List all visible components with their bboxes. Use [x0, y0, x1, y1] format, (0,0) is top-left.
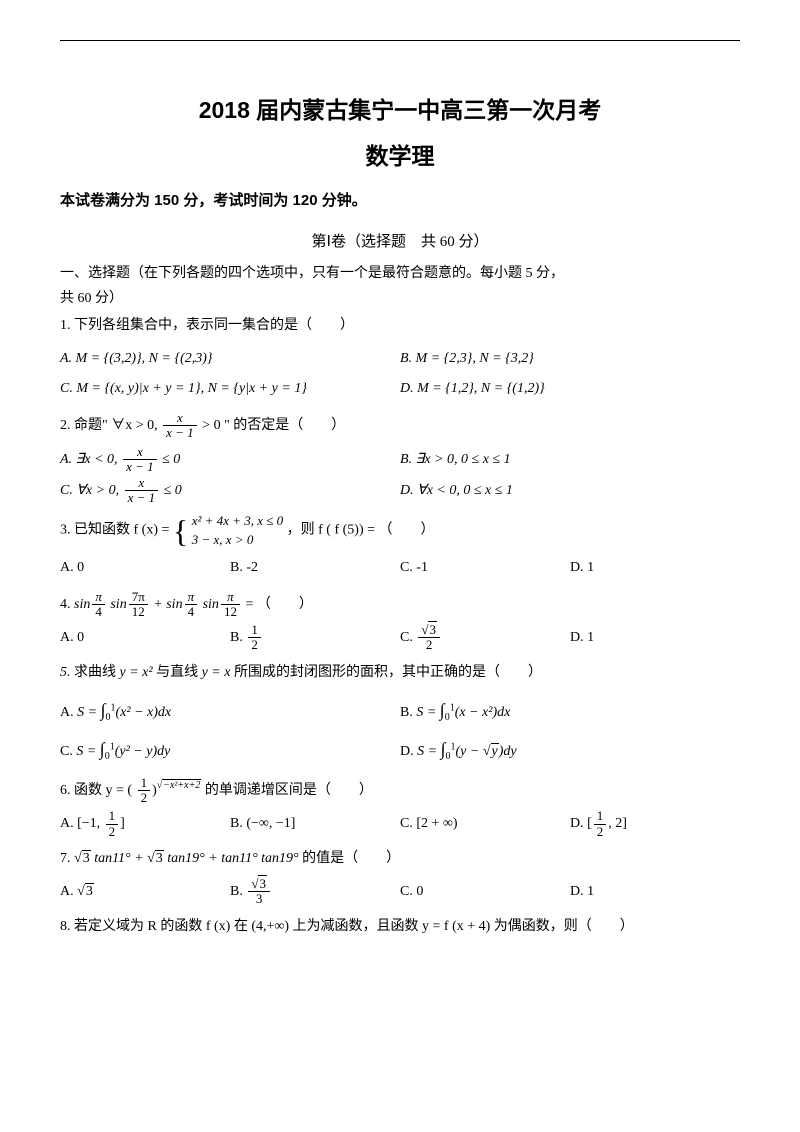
q3-pre: 3. 已知函数 f (x) =: [60, 523, 173, 538]
q3-post: ，则 f ( f (5)) = （ ）: [287, 523, 435, 538]
q6a-pre: A. [−1,: [60, 816, 104, 831]
q6-opt-c: C. [2 + ∞): [400, 809, 570, 840]
q8-text: 8. 若定义域为 R 的函数 f (x) 在 (4,+∞) 上为减函数，且函数 …: [60, 914, 740, 941]
q2-options: A. ∃x < 0, xx − 1 ≤ 0 B. ∃x > 0, 0 ≤ x ≤…: [60, 445, 740, 507]
q2-post: > 0 " 的否定是（ ）: [202, 418, 345, 433]
q2-opt-b: B. ∃x > 0, 0 ≤ x ≤ 1: [400, 445, 740, 476]
q1-text: 1. 下列各组集合中，表示同一集合的是（ ）: [60, 313, 740, 340]
q7-options: A. √3 B. √33 C. 0 D. 1: [60, 877, 740, 908]
q3-case1: x² + 4x + 3, x ≤ 0: [192, 513, 283, 528]
q1-options: A. M = {(3,2)}, N = {(2,3)} B. M = {2,3}…: [60, 344, 740, 406]
q2-opt-a: A. ∃x < 0, xx − 1 ≤ 0: [60, 445, 400, 476]
q6a-post: ]: [120, 816, 125, 831]
q6-post: 的单调递增区间是（ ）: [205, 783, 373, 798]
q4c-pre: C.: [400, 630, 416, 645]
q7-opt-b: B. √33: [230, 877, 400, 908]
q4-options: A. 0 B. 12 C. √32 D. 1: [60, 623, 740, 654]
q5-opt-b: B. S = ∫01(x − x²)dx: [400, 691, 740, 731]
q4-text: 4. sinπ4 sin7π12 + sinπ4 sinπ12 = （ ）: [60, 590, 740, 620]
exam-meta: 本试卷满分为 150 分，考试时间为 120 分钟。: [60, 189, 740, 210]
q1-opt-c: C. M = {(x, y)|x + y = 1}, N = {y|x + y …: [60, 374, 400, 405]
q6-opt-d: D. [12, 2]: [570, 809, 740, 840]
q3-opt-b: B. -2: [230, 553, 400, 584]
q7-opt-a: A. √3: [60, 877, 230, 908]
q6-text: 6. 函数 y = ( 12)√−x²+x+2 的单调递增区间是（ ）: [60, 776, 740, 806]
q6d-pre: D. [: [570, 816, 592, 831]
q2c-den: x − 1: [125, 491, 159, 505]
q7b-den: 3: [248, 892, 270, 906]
q1-opt-a: A. M = {(3,2)}, N = {(2,3)}: [60, 344, 400, 375]
q2a-num: x: [123, 445, 157, 460]
q6-base-num: 1: [138, 776, 151, 791]
q6-base-den: 2: [138, 791, 151, 805]
q5-options: A. S = ∫01(x² − x)dx B. S = ∫01(x − x²)d…: [60, 691, 740, 770]
q3-text: 3. 已知函数 f (x) = { x² + 4x + 3, x ≤ 0 3 −…: [60, 512, 740, 548]
q4-opt-a: A. 0: [60, 623, 230, 654]
q4-post: = （ ）: [245, 597, 312, 612]
q6a-den: 2: [106, 825, 119, 839]
q7-opt-d: D. 1: [570, 877, 740, 908]
q1-opt-b: B. M = {2,3}, N = {3,2}: [400, 344, 740, 375]
q6d-num: 1: [594, 809, 607, 824]
q2-frac-num: x: [163, 411, 197, 426]
q3-case2: 3 − x, x > 0: [192, 532, 254, 547]
q2c-post: ≤ 0: [164, 483, 182, 498]
q3-cases: x² + 4x + 3, x ≤ 0 3 − x, x > 0: [192, 512, 283, 548]
q3-options: A. 0 B. -2 C. -1 D. 1: [60, 553, 740, 584]
q3-opt-a: A. 0: [60, 553, 230, 584]
top-rule: [60, 40, 740, 41]
brace-icon: {: [173, 515, 188, 547]
q5-opt-c: C. S = ∫01(y² − y)dy: [60, 730, 400, 770]
q6d-den: 2: [594, 825, 607, 839]
q2-frac-den: x − 1: [163, 426, 197, 440]
q6a-num: 1: [106, 809, 119, 824]
q2-text: 2. 命题" ∀x > 0, x x − 1 > 0 " 的否定是（ ）: [60, 411, 740, 441]
q6-opt-a: A. [−1, 12]: [60, 809, 230, 840]
q2c-pre: C. ∀x > 0,: [60, 483, 123, 498]
q1-opt-d: D. M = {1,2}, N = {(1,2)}: [400, 374, 740, 405]
q2-pre: 2. 命题" ∀x > 0,: [60, 418, 161, 433]
instructions-line-1: 一、选择题（在下列各题的四个选项中，只有一个是最符合题意的。每小题 5 分，: [60, 263, 740, 284]
q4b-den: 2: [248, 638, 261, 652]
q2a-pre: A. ∃x < 0,: [60, 452, 121, 467]
exam-page: 2018 届内蒙古集宁一中高三第一次月考 数学理 本试卷满分为 150 分，考试…: [0, 0, 800, 974]
instructions-line-2: 共 60 分）: [60, 288, 740, 309]
q2a-den: x − 1: [123, 460, 157, 474]
q4-opt-c: C. √32: [400, 623, 570, 654]
q4-num: 4.: [60, 597, 74, 612]
q5-opt-d: D. S = ∫01(y − √y)dy: [400, 730, 740, 770]
q6-options: A. [−1, 12] B. (−∞, −1] C. [2 + ∞) D. [1…: [60, 809, 740, 840]
q4b-pre: B.: [230, 630, 246, 645]
title-line-2: 数学理: [60, 137, 740, 171]
q2c-num: x: [125, 476, 159, 491]
q4-opt-b: B. 12: [230, 623, 400, 654]
q2-frac: x x − 1: [163, 411, 197, 441]
q7-opt-c: C. 0: [400, 877, 570, 908]
q2-opt-d: D. ∀x < 0, 0 ≤ x ≤ 1: [400, 476, 740, 507]
q6-pre: 6. 函数 y = (: [60, 783, 132, 798]
q3-opt-c: C. -1: [400, 553, 570, 584]
q4c-den: 2: [418, 638, 440, 652]
q7-text: 7. √3 tan11° + √3 tan19° + tan11° tan19°…: [60, 846, 740, 873]
q4b-num: 1: [248, 623, 261, 638]
q6d-post: , 2]: [608, 816, 627, 831]
q5-opt-a: A. S = ∫01(x² − x)dx: [60, 691, 400, 731]
q2-opt-c: C. ∀x > 0, xx − 1 ≤ 0: [60, 476, 400, 507]
title-line-1: 2018 届内蒙古集宁一中高三第一次月考: [60, 91, 740, 125]
q6-opt-b: B. (−∞, −1]: [230, 809, 400, 840]
q7b-pre: B.: [230, 884, 246, 899]
q5-text: 5. 求曲线 y = x² 与直线 y = x 所围成的封闭图形的面积，其中正确…: [60, 660, 740, 687]
q4-opt-d: D. 1: [570, 623, 740, 654]
section-header: 第Ⅰ卷（选择题 共 60 分）: [60, 230, 740, 251]
q2a-post: ≤ 0: [162, 452, 180, 467]
q3-opt-d: D. 1: [570, 553, 740, 584]
